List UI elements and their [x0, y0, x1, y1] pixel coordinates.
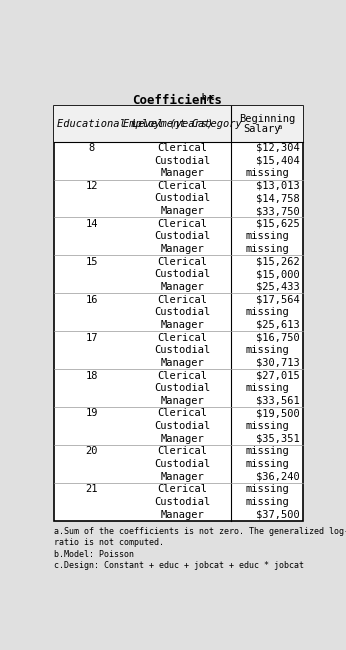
- Text: $14,758: $14,758: [256, 194, 299, 203]
- Text: Clerical: Clerical: [158, 294, 208, 305]
- Text: missing: missing: [245, 447, 289, 456]
- Text: ratio is not computed.: ratio is not computed.: [54, 538, 164, 547]
- Text: Manager: Manager: [161, 472, 204, 482]
- Text: missing: missing: [245, 484, 289, 495]
- Text: Custodial: Custodial: [155, 497, 211, 507]
- Text: $13,013: $13,013: [256, 181, 299, 191]
- Text: $35,351: $35,351: [256, 434, 299, 444]
- Text: Manager: Manager: [161, 358, 204, 368]
- Text: Clerical: Clerical: [158, 257, 208, 266]
- Text: c.Design: Constant + educ + jobcat + educ * jobcat: c.Design: Constant + educ + jobcat + edu…: [54, 562, 304, 571]
- Text: missing: missing: [245, 244, 289, 254]
- Text: Clerical: Clerical: [158, 333, 208, 343]
- Text: Custodial: Custodial: [155, 345, 211, 355]
- Text: Custodial: Custodial: [155, 231, 211, 241]
- Text: b,c: b,c: [202, 92, 216, 101]
- Text: Clerical: Clerical: [158, 370, 208, 380]
- Text: Manager: Manager: [161, 244, 204, 254]
- Text: Clerical: Clerical: [158, 447, 208, 456]
- Text: Coefficients: Coefficients: [132, 94, 222, 107]
- Text: $36,240: $36,240: [256, 472, 299, 482]
- Text: Educational Level (years): Educational Level (years): [57, 118, 213, 129]
- Text: missing: missing: [245, 307, 289, 317]
- Text: Custodial: Custodial: [155, 155, 211, 166]
- Text: Manager: Manager: [161, 282, 204, 292]
- Text: a: a: [278, 124, 282, 129]
- Text: b.Model: Poisson: b.Model: Poisson: [54, 550, 134, 559]
- Text: Custodial: Custodial: [155, 194, 211, 203]
- Text: $16,750: $16,750: [256, 333, 299, 343]
- Text: 16: 16: [85, 294, 98, 305]
- Text: Clerical: Clerical: [158, 408, 208, 419]
- Text: Custodial: Custodial: [155, 269, 211, 280]
- Text: $37,500: $37,500: [256, 510, 299, 519]
- Text: $17,564: $17,564: [256, 294, 299, 305]
- Text: Custodial: Custodial: [155, 383, 211, 393]
- Text: Manager: Manager: [161, 168, 204, 178]
- Text: 21: 21: [85, 484, 98, 495]
- Text: 8: 8: [88, 143, 95, 153]
- Text: $19,500: $19,500: [256, 408, 299, 419]
- Text: missing: missing: [245, 459, 289, 469]
- Text: Custodial: Custodial: [155, 307, 211, 317]
- Text: missing: missing: [245, 168, 289, 178]
- Text: $25,613: $25,613: [256, 320, 299, 330]
- Text: Manager: Manager: [161, 320, 204, 330]
- Text: 18: 18: [85, 370, 98, 380]
- Text: 12: 12: [85, 181, 98, 191]
- Text: Employment Category: Employment Category: [123, 118, 242, 129]
- Bar: [54, 105, 303, 521]
- Text: $30,713: $30,713: [256, 358, 299, 368]
- Text: Clerical: Clerical: [158, 484, 208, 495]
- Text: Clerical: Clerical: [158, 181, 208, 191]
- Text: Manager: Manager: [161, 434, 204, 444]
- Text: 17: 17: [85, 333, 98, 343]
- Text: $15,404: $15,404: [256, 155, 299, 166]
- Text: $25,433: $25,433: [256, 282, 299, 292]
- Text: 15: 15: [85, 257, 98, 266]
- Text: Manager: Manager: [161, 396, 204, 406]
- Text: missing: missing: [245, 383, 289, 393]
- Text: Clerical: Clerical: [158, 219, 208, 229]
- Text: 14: 14: [85, 219, 98, 229]
- Text: Custodial: Custodial: [155, 421, 211, 431]
- Text: missing: missing: [245, 497, 289, 507]
- Text: $12,304: $12,304: [256, 143, 299, 153]
- Text: missing: missing: [245, 231, 289, 241]
- Text: $15,262: $15,262: [256, 257, 299, 266]
- Text: Salary: Salary: [244, 124, 281, 133]
- Text: missing: missing: [245, 345, 289, 355]
- Text: $15,625: $15,625: [256, 219, 299, 229]
- Text: $27,015: $27,015: [256, 370, 299, 380]
- Text: missing: missing: [245, 421, 289, 431]
- Text: Manager: Manager: [161, 510, 204, 519]
- Text: Clerical: Clerical: [158, 143, 208, 153]
- Text: $33,750: $33,750: [256, 206, 299, 216]
- Text: Custodial: Custodial: [155, 459, 211, 469]
- Text: Manager: Manager: [161, 206, 204, 216]
- Text: $33,561: $33,561: [256, 396, 299, 406]
- Text: 20: 20: [85, 447, 98, 456]
- Text: a.Sum of the coefficients is not zero. The generalized log-odds: a.Sum of the coefficients is not zero. T…: [54, 527, 346, 536]
- Text: Beginning: Beginning: [239, 114, 295, 124]
- Text: $15,000: $15,000: [256, 269, 299, 280]
- Bar: [54, 105, 303, 142]
- Text: 19: 19: [85, 408, 98, 419]
